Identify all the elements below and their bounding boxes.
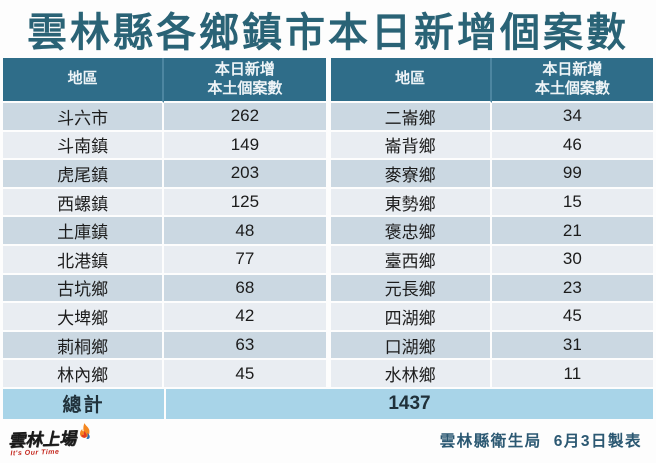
region-cell: 麥寮鄉 — [330, 160, 492, 189]
region-cell: 崙背鄉 — [330, 131, 492, 161]
cases-cell: 34 — [491, 103, 653, 132]
table-left-half: 地區 本日新增 本土個案數 斗六市 262 斗南鎮 149 虎尾鎮 203 西螺… — [3, 58, 326, 389]
cases-header-line2: 本土個案數 — [207, 79, 283, 97]
cases-cell: 45 — [164, 360, 326, 389]
region-cell: 臺西鄉 — [330, 245, 492, 275]
footer: 雲林上場 It's Our Time 雲林縣衛生局 6月3日製表 — [0, 418, 656, 463]
region-cell: 水林鄉 — [330, 360, 492, 389]
region-cell: 古坑鄉 — [3, 274, 165, 304]
region-cell: 斗南鎮 — [3, 131, 165, 161]
total-label: 總計 — [3, 388, 164, 419]
region-cell: 元長鄉 — [330, 274, 492, 304]
cases-cell: 149 — [164, 131, 326, 161]
table-body: 地區 本日新增 本土個案數 斗六市 262 斗南鎮 149 虎尾鎮 203 西螺… — [3, 58, 653, 389]
cases-cell: 45 — [491, 303, 653, 332]
region-cell: 東勢鄉 — [330, 188, 492, 218]
cases-cell: 11 — [491, 360, 653, 389]
region-cell: 西螺鎮 — [3, 188, 165, 218]
cases-header-line1: 本日新增 — [542, 60, 603, 78]
region-cell: 林內鄉 — [3, 360, 165, 389]
logo-tagline: It's Our Time — [10, 449, 60, 458]
logo-row: 雲林上場 — [7, 422, 93, 451]
column-header-region: 地區 — [330, 58, 492, 103]
region-cell: 北港鎮 — [3, 245, 165, 275]
table-right-half: 地區 本日新增 本土個案數 二崙鄉 34 崙背鄉 46 麥寮鄉 99 東勢鄉 1… — [330, 58, 653, 389]
cases-cell: 42 — [164, 303, 326, 332]
cases-cell: 31 — [491, 331, 653, 361]
cases-table: 地區 本日新增 本土個案數 斗六市 262 斗南鎮 149 虎尾鎮 203 西螺… — [3, 58, 653, 419]
page-title: 雲林縣各鄉鎮市本日新增個案數 — [27, 11, 629, 55]
attribution-date: 6月3日製表 — [553, 432, 642, 450]
total-value: 1437 — [166, 388, 653, 419]
region-cell: 土庫鎮 — [3, 217, 165, 246]
cases-cell: 125 — [164, 188, 326, 218]
cases-cell: 23 — [491, 274, 653, 304]
total-row: 總計 1437 — [3, 388, 653, 419]
yunlin-onstage-logo: 雲林上場 It's Our Time — [7, 422, 93, 458]
column-header-region: 地區 — [3, 58, 165, 103]
cases-cell: 21 — [491, 217, 653, 246]
cases-cell: 68 — [164, 274, 326, 304]
logo-text: 雲林上場 — [7, 429, 77, 451]
cases-header-line1: 本日新增 — [214, 60, 275, 78]
column-header-cases: 本日新增 本土個案數 — [164, 58, 326, 103]
region-cell: 褒忠鄉 — [330, 217, 492, 246]
cases-cell: 99 — [491, 160, 653, 189]
attribution-org: 雲林縣衛生局 — [439, 432, 542, 450]
cases-cell: 77 — [164, 245, 326, 275]
cases-cell: 46 — [491, 131, 653, 161]
region-cell: 莿桐鄉 — [3, 331, 165, 361]
region-cell: 斗六市 — [3, 103, 165, 132]
cases-cell: 15 — [491, 188, 653, 218]
column-header-cases: 本日新增 本土個案數 — [491, 58, 653, 103]
region-cell: 虎尾鎮 — [3, 160, 165, 189]
cases-cell: 63 — [164, 331, 326, 361]
flame-icon — [76, 422, 93, 447]
cases-cell: 30 — [491, 245, 653, 275]
attribution: 雲林縣衛生局 6月3日製表 — [440, 429, 642, 451]
region-cell: 二崙鄉 — [330, 103, 492, 132]
region-cell: 大埤鄉 — [3, 303, 165, 332]
region-cell: 四湖鄉 — [330, 303, 492, 332]
cases-cell: 262 — [164, 103, 326, 132]
region-cell: 口湖鄉 — [330, 331, 492, 361]
cases-cell: 203 — [164, 160, 326, 189]
cases-header-line2: 本土個案數 — [534, 79, 610, 97]
cases-cell: 48 — [164, 217, 326, 246]
